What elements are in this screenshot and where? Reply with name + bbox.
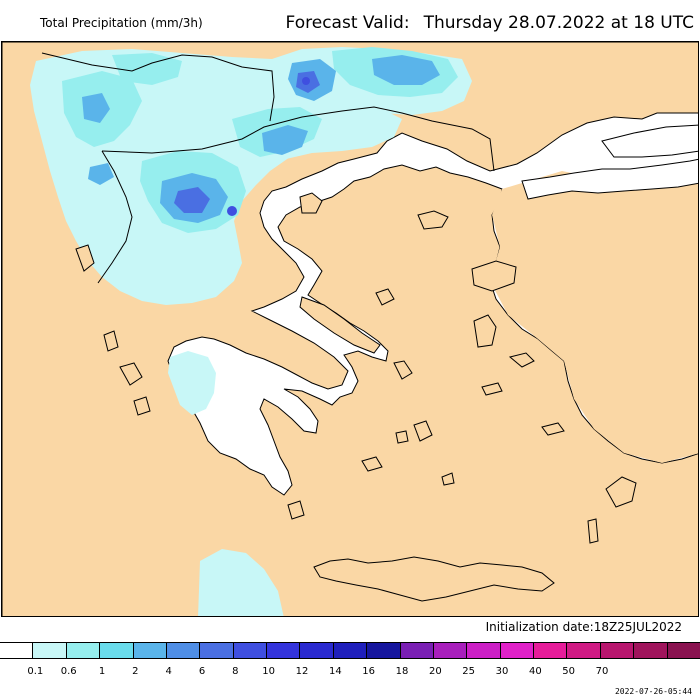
island-thasos	[299, 192, 323, 214]
island-ikaria	[481, 382, 503, 396]
sea-marmara	[521, 158, 698, 200]
colorbar-tick-label: 40	[528, 666, 542, 677]
colorbar-tick-label: 2	[132, 666, 139, 677]
precip-zone-light-peloponnese	[168, 351, 216, 415]
island-naxos	[413, 420, 433, 442]
forecast-valid-label: Forecast Valid:	[285, 13, 410, 33]
colorbar-swatch	[467, 643, 501, 658]
precip-zone-heavy	[372, 55, 440, 85]
country-border	[97, 150, 133, 284]
colorbar-swatch	[233, 643, 267, 658]
colorbar-tick-label: 0.6	[60, 666, 77, 677]
colorbar-swatch	[534, 643, 568, 658]
precip-zone-moderate	[112, 53, 182, 85]
colorbar-swatch	[667, 643, 700, 658]
colorbar-swatch	[0, 643, 34, 658]
island-andros	[393, 360, 413, 380]
precipitation-colorbar	[0, 642, 700, 659]
colorbar-swatch	[400, 643, 434, 658]
country-border	[41, 52, 275, 122]
colorbar-swatch	[133, 643, 167, 658]
precipitation-map	[1, 41, 699, 617]
colorbar-tick-label: 1	[98, 666, 106, 677]
colorbar-swatch	[333, 643, 368, 658]
colorbar-labels: 0.1 0.6 1 2 4 6 8 10 12 14 16 18 20 25 30 40 50 70	[0, 666, 700, 680]
colorbar-swatch	[500, 643, 534, 658]
colorbar-swatch	[100, 643, 134, 658]
colorbar-tick-label: 20	[428, 666, 442, 677]
island-paros	[395, 430, 409, 444]
colorbar-swatch	[433, 643, 468, 658]
colorbar-tick-label: 4	[165, 666, 172, 677]
colorbar-swatch	[33, 643, 67, 658]
colorbar-swatch	[267, 643, 301, 658]
forecast-valid-date: Thursday 28.07.2022 at 18 UTC	[423, 13, 694, 33]
colorbar-tick-label: 16	[362, 666, 376, 677]
colorbar-tick-label: 14	[328, 666, 342, 677]
colorbar-tick-label: 25	[462, 666, 476, 677]
island-samos	[508, 352, 535, 368]
land-anatolia	[490, 171, 698, 463]
colorbar-tick-label: 6	[198, 666, 206, 677]
island-rhodes	[605, 476, 637, 508]
precip-cell-extreme	[227, 206, 237, 216]
colorbar-tick-label: 10	[262, 666, 276, 677]
island-karpathos	[587, 518, 599, 544]
island-chios	[473, 314, 497, 348]
colorbar-tick-label: 12	[295, 666, 309, 677]
chart-title: Total Precipitation (mm/3h)	[40, 16, 203, 30]
precip-zone-heavy	[262, 125, 308, 155]
island-zakynthos	[133, 396, 151, 416]
colorbar-swatch	[567, 643, 601, 658]
colorbar-swatch	[300, 643, 334, 658]
island-lesbos	[471, 260, 517, 292]
forecast-valid-heading: Forecast Valid: Thursday 28.07.2022 at 18…	[286, 13, 694, 33]
colorbar-swatch	[634, 643, 668, 658]
render-timestamp: 2022-07-26-05:44	[614, 687, 692, 696]
colorbar-swatch	[200, 643, 234, 658]
colorbar-swatch	[166, 643, 201, 658]
precip-cell-extreme	[302, 77, 310, 85]
island-kos	[541, 422, 565, 436]
island-lefkada	[103, 330, 119, 352]
colorbar-swatch	[367, 643, 401, 658]
precip-zone-heavy	[82, 93, 110, 123]
precip-zone-light-south	[198, 549, 284, 616]
colorbar-tick-label: 70	[595, 666, 609, 677]
colorbar-tick-label: 0.1	[27, 666, 44, 677]
island-lemnos	[417, 210, 449, 230]
island-kythira	[287, 500, 305, 520]
island-santorini	[441, 472, 455, 486]
island-skyros	[375, 288, 395, 306]
colorbar-tick-label: 8	[232, 666, 239, 677]
colorbar-swatch	[66, 643, 101, 658]
island-milos	[361, 456, 383, 472]
initialization-date: Initialization date:18Z25JUL2022	[485, 620, 682, 634]
colorbar-tick-label: 50	[562, 666, 576, 677]
island-crete	[313, 556, 555, 602]
map-canvas	[2, 42, 698, 616]
island-euboea	[299, 296, 381, 354]
colorbar-tick-label: 30	[495, 666, 509, 677]
precip-zone-heavy	[88, 163, 114, 185]
colorbar-tick-label: 18	[395, 666, 409, 677]
island-kefalonia	[119, 362, 143, 386]
sea-black-sea-corner	[601, 124, 698, 158]
country-border	[101, 106, 495, 172]
precip-zone-very-heavy	[174, 187, 210, 213]
island-corfu	[75, 244, 95, 272]
colorbar-swatch	[600, 643, 635, 658]
